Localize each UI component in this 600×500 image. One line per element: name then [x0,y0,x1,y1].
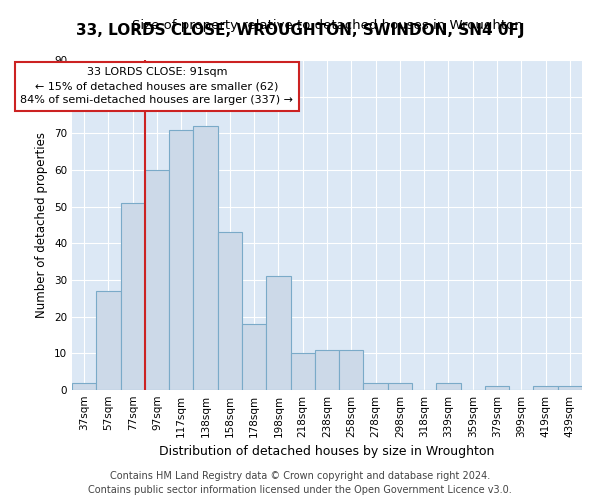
Bar [266,276,290,390]
Bar [558,386,582,390]
Bar [96,291,121,390]
X-axis label: Distribution of detached houses by size in Wroughton: Distribution of detached houses by size … [160,446,494,458]
Title: Size of property relative to detached houses in Wroughton: Size of property relative to detached ho… [131,20,523,32]
Bar [485,386,509,390]
Bar [121,203,145,390]
Bar [436,382,461,390]
Bar [315,350,339,390]
Bar [290,354,315,390]
Y-axis label: Number of detached properties: Number of detached properties [35,132,49,318]
Bar [145,170,169,390]
Bar [193,126,218,390]
Bar [72,382,96,390]
Text: Contains HM Land Registry data © Crown copyright and database right 2024.
Contai: Contains HM Land Registry data © Crown c… [88,471,512,495]
Bar [388,382,412,390]
Bar [242,324,266,390]
Bar [169,130,193,390]
Text: 33, LORDS CLOSE, WROUGHTON, SWINDON, SN4 0FJ: 33, LORDS CLOSE, WROUGHTON, SWINDON, SN4… [76,22,524,38]
Bar [364,382,388,390]
Bar [339,350,364,390]
Bar [218,232,242,390]
Text: 33 LORDS CLOSE: 91sqm
← 15% of detached houses are smaller (62)
84% of semi-deta: 33 LORDS CLOSE: 91sqm ← 15% of detached … [20,68,293,106]
Bar [533,386,558,390]
